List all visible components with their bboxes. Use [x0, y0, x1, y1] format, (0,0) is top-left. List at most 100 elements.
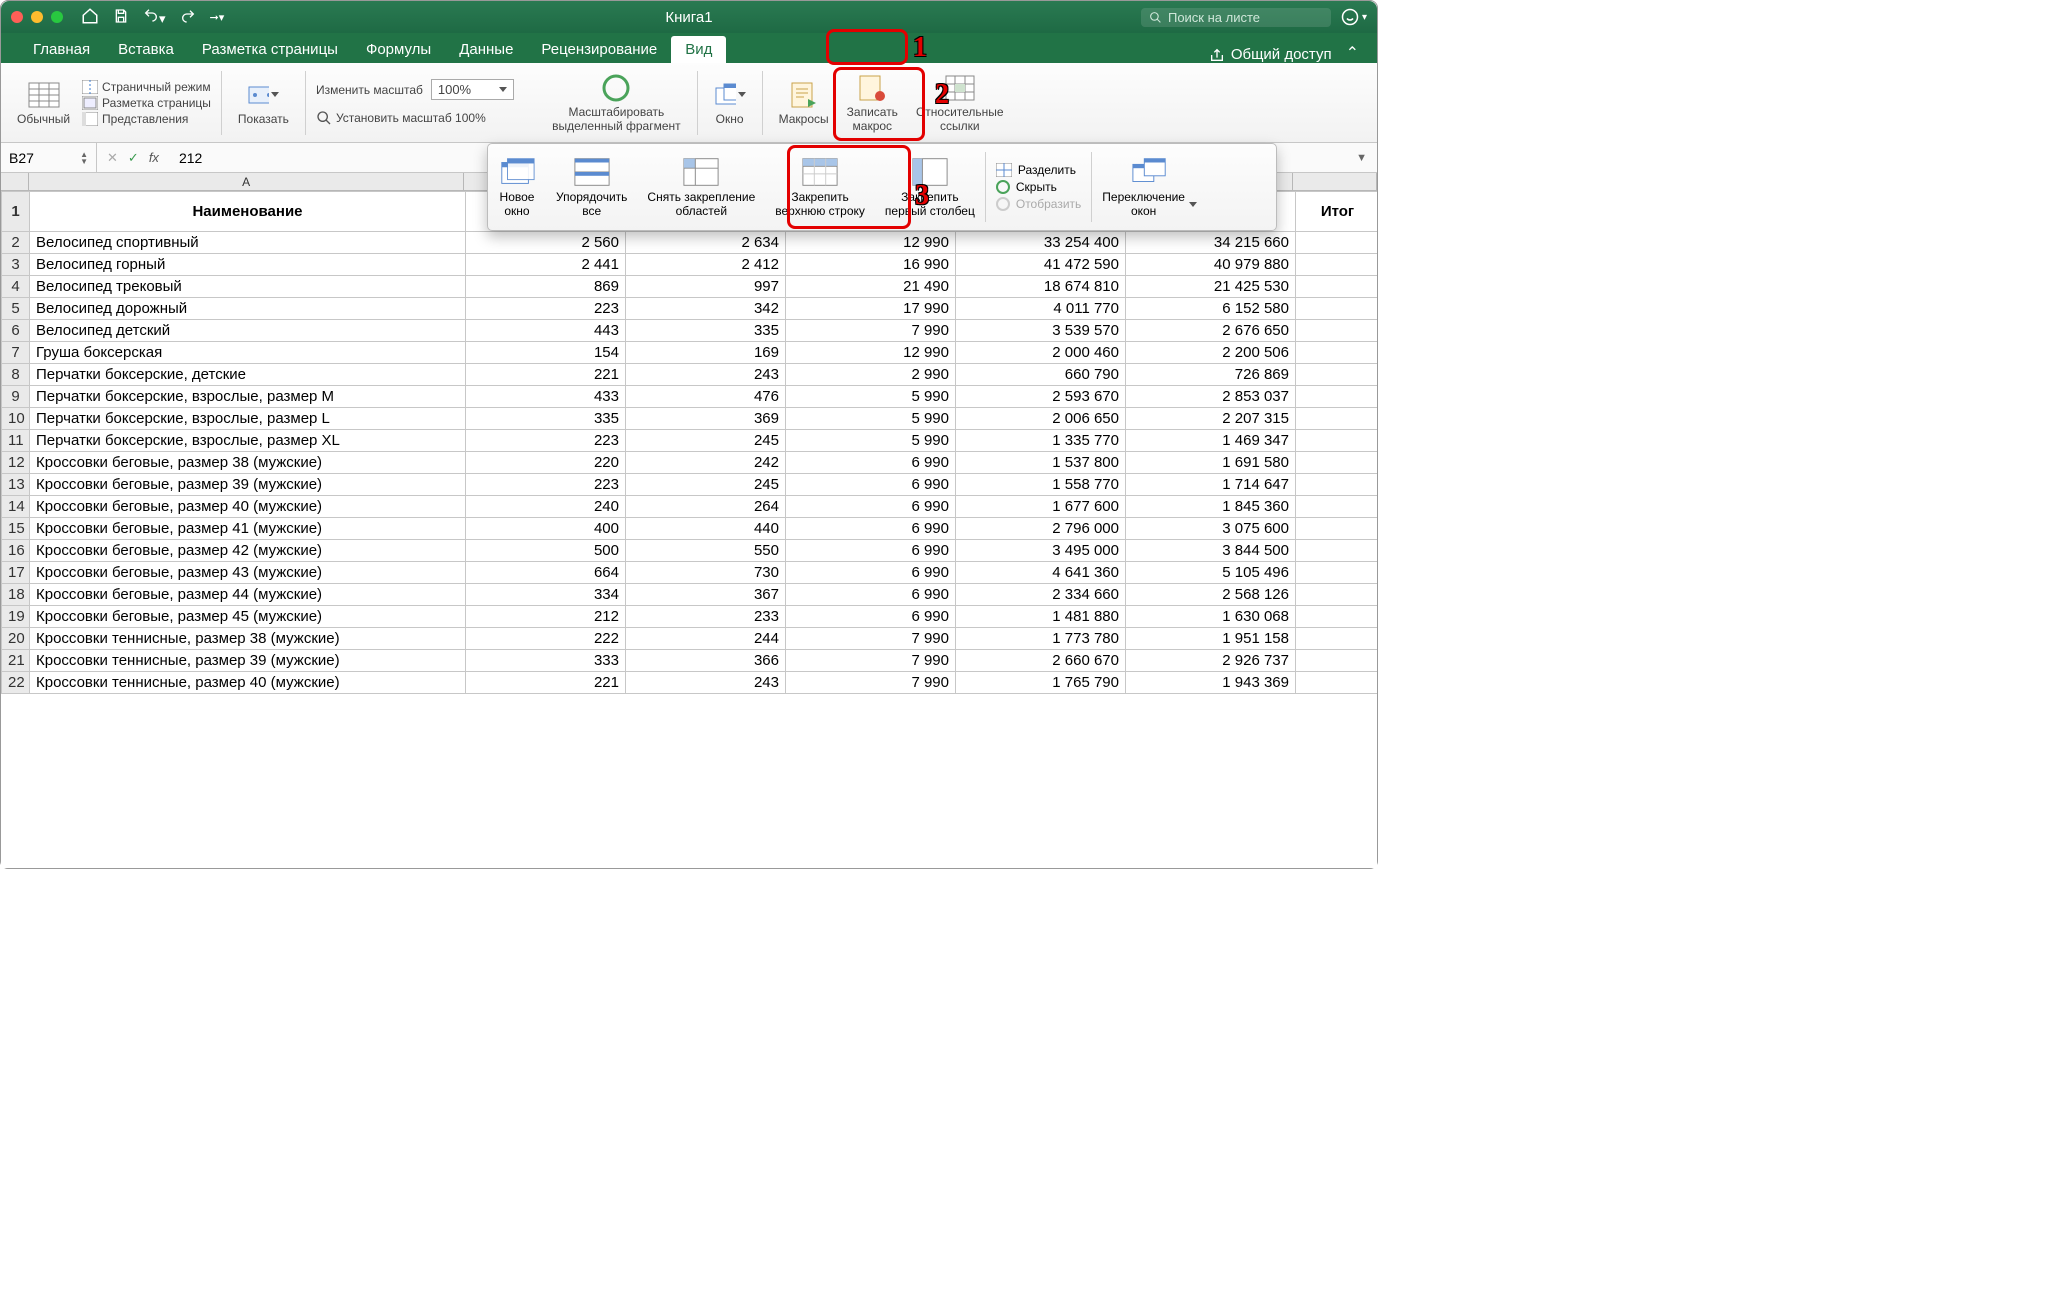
cell[interactable]: Кроссовки беговые, размер 43 (мужские): [30, 562, 466, 584]
cell[interactable]: 223: [466, 430, 626, 452]
cell[interactable]: 6 990: [786, 562, 956, 584]
undo-icon[interactable]: ▾: [143, 7, 166, 27]
cell[interactable]: 154: [466, 342, 626, 364]
cell[interactable]: [1296, 386, 1378, 408]
cell[interactable]: [1296, 628, 1378, 650]
row-header[interactable]: 14: [2, 496, 30, 518]
cell[interactable]: Кроссовки теннисные, размер 40 (мужские): [30, 672, 466, 694]
cell[interactable]: 7 990: [786, 320, 956, 342]
page-layout-view-button[interactable]: Разметка страницы: [82, 95, 211, 111]
cell[interactable]: 169: [626, 342, 786, 364]
cell[interactable]: Кроссовки беговые, размер 39 (мужские): [30, 474, 466, 496]
row-header[interactable]: 2: [2, 232, 30, 254]
cell[interactable]: 1 558 770: [956, 474, 1126, 496]
cell[interactable]: 2 412: [626, 254, 786, 276]
cell[interactable]: Кроссовки теннисные, размер 38 (мужские): [30, 628, 466, 650]
cell[interactable]: 33 254 400: [956, 232, 1126, 254]
cell[interactable]: [1296, 540, 1378, 562]
window-dropdown[interactable]: Окно: [708, 67, 752, 138]
col-header-a[interactable]: A: [29, 173, 464, 190]
save-icon[interactable]: [113, 8, 129, 27]
share-button[interactable]: Общий доступ: [1209, 46, 1332, 63]
cell[interactable]: 4 641 360: [956, 562, 1126, 584]
cell[interactable]: 366: [626, 650, 786, 672]
zoom-to-selection-button[interactable]: Масштабироватьвыделенный фрагмент: [546, 67, 687, 138]
cell[interactable]: 2 593 670: [956, 386, 1126, 408]
hide-window-button[interactable]: Скрыть: [996, 180, 1081, 194]
cell[interactable]: 21 490: [786, 276, 956, 298]
header-cell[interactable]: Наименование: [30, 192, 466, 232]
cell[interactable]: Кроссовки беговые, размер 45 (мужские): [30, 606, 466, 628]
cell[interactable]: Велосипед горный: [30, 254, 466, 276]
tab-view[interactable]: Вид: [671, 36, 726, 63]
record-macro-button[interactable]: Записатьмакрос: [841, 67, 904, 138]
cell[interactable]: [1296, 452, 1378, 474]
tab-page-layout[interactable]: Разметка страницы: [188, 36, 352, 63]
cell[interactable]: 1 845 360: [1126, 496, 1296, 518]
cell[interactable]: Велосипед спортивный: [30, 232, 466, 254]
cell[interactable]: 1 773 780: [956, 628, 1126, 650]
cell[interactable]: 221: [466, 672, 626, 694]
cell[interactable]: [1296, 650, 1378, 672]
cell[interactable]: 41 472 590: [956, 254, 1126, 276]
cell[interactable]: [1296, 584, 1378, 606]
cell[interactable]: 664: [466, 562, 626, 584]
cell[interactable]: 1 537 800: [956, 452, 1126, 474]
cell[interactable]: [1296, 430, 1378, 452]
cell[interactable]: 2 200 506: [1126, 342, 1296, 364]
row-header[interactable]: 1: [2, 192, 30, 232]
cell[interactable]: 2 000 460: [956, 342, 1126, 364]
cell[interactable]: 335: [466, 408, 626, 430]
zoom-100-button[interactable]: Установить масштаб 100%: [316, 109, 514, 127]
normal-view-button[interactable]: Обычный: [11, 67, 76, 138]
cell[interactable]: 212: [466, 606, 626, 628]
row-header[interactable]: 19: [2, 606, 30, 628]
cell[interactable]: 5 990: [786, 408, 956, 430]
cell[interactable]: 443: [466, 320, 626, 342]
cell[interactable]: [1296, 496, 1378, 518]
cell[interactable]: 17 990: [786, 298, 956, 320]
cell[interactable]: 1 691 580: [1126, 452, 1296, 474]
show-dropdown[interactable]: Показать: [232, 67, 295, 138]
spreadsheet-grid[interactable]: A 1 Наименование шт. шт. Цена, руб. руб.…: [1, 173, 1377, 868]
cell[interactable]: 335: [626, 320, 786, 342]
cell[interactable]: 1 677 600: [956, 496, 1126, 518]
freeze-first-col-button[interactable]: Закрепитьпервый столбец: [875, 144, 985, 230]
row-header[interactable]: 11: [2, 430, 30, 452]
row-header[interactable]: 7: [2, 342, 30, 364]
feedback-icon[interactable]: ▾: [1341, 8, 1367, 26]
cell[interactable]: 2 853 037: [1126, 386, 1296, 408]
cell[interactable]: Перчатки боксерские, взрослые, размер M: [30, 386, 466, 408]
cell[interactable]: 550: [626, 540, 786, 562]
cell[interactable]: Кроссовки беговые, размер 40 (мужские): [30, 496, 466, 518]
cell[interactable]: 6 990: [786, 496, 956, 518]
cell[interactable]: 2 006 650: [956, 408, 1126, 430]
cell[interactable]: 5 990: [786, 430, 956, 452]
cell[interactable]: 2 660 670: [956, 650, 1126, 672]
row-header[interactable]: 22: [2, 672, 30, 694]
cell[interactable]: 433: [466, 386, 626, 408]
cell[interactable]: 6 990: [786, 540, 956, 562]
cell[interactable]: [1296, 518, 1378, 540]
freeze-top-row-button[interactable]: Закрепитьверхнюю строку: [765, 144, 875, 230]
cell[interactable]: 2 207 315: [1126, 408, 1296, 430]
cell[interactable]: Кроссовки беговые, размер 41 (мужские): [30, 518, 466, 540]
cell[interactable]: 1 951 158: [1126, 628, 1296, 650]
cell[interactable]: 223: [466, 298, 626, 320]
cell[interactable]: 730: [626, 562, 786, 584]
cell[interactable]: [1296, 474, 1378, 496]
cell[interactable]: 2 568 126: [1126, 584, 1296, 606]
cell[interactable]: Кроссовки беговые, размер 44 (мужские): [30, 584, 466, 606]
tab-insert[interactable]: Вставка: [104, 36, 188, 63]
minimize-window-button[interactable]: [31, 11, 43, 23]
cell[interactable]: 264: [626, 496, 786, 518]
cell[interactable]: [1296, 672, 1378, 694]
cell[interactable]: 245: [626, 430, 786, 452]
cell[interactable]: 18 674 810: [956, 276, 1126, 298]
cell[interactable]: 5 105 496: [1126, 562, 1296, 584]
cell[interactable]: [1296, 408, 1378, 430]
cell[interactable]: 400: [466, 518, 626, 540]
name-box[interactable]: B27 ▲▼: [1, 143, 97, 172]
cell[interactable]: 1 481 880: [956, 606, 1126, 628]
cell[interactable]: 7 990: [786, 672, 956, 694]
